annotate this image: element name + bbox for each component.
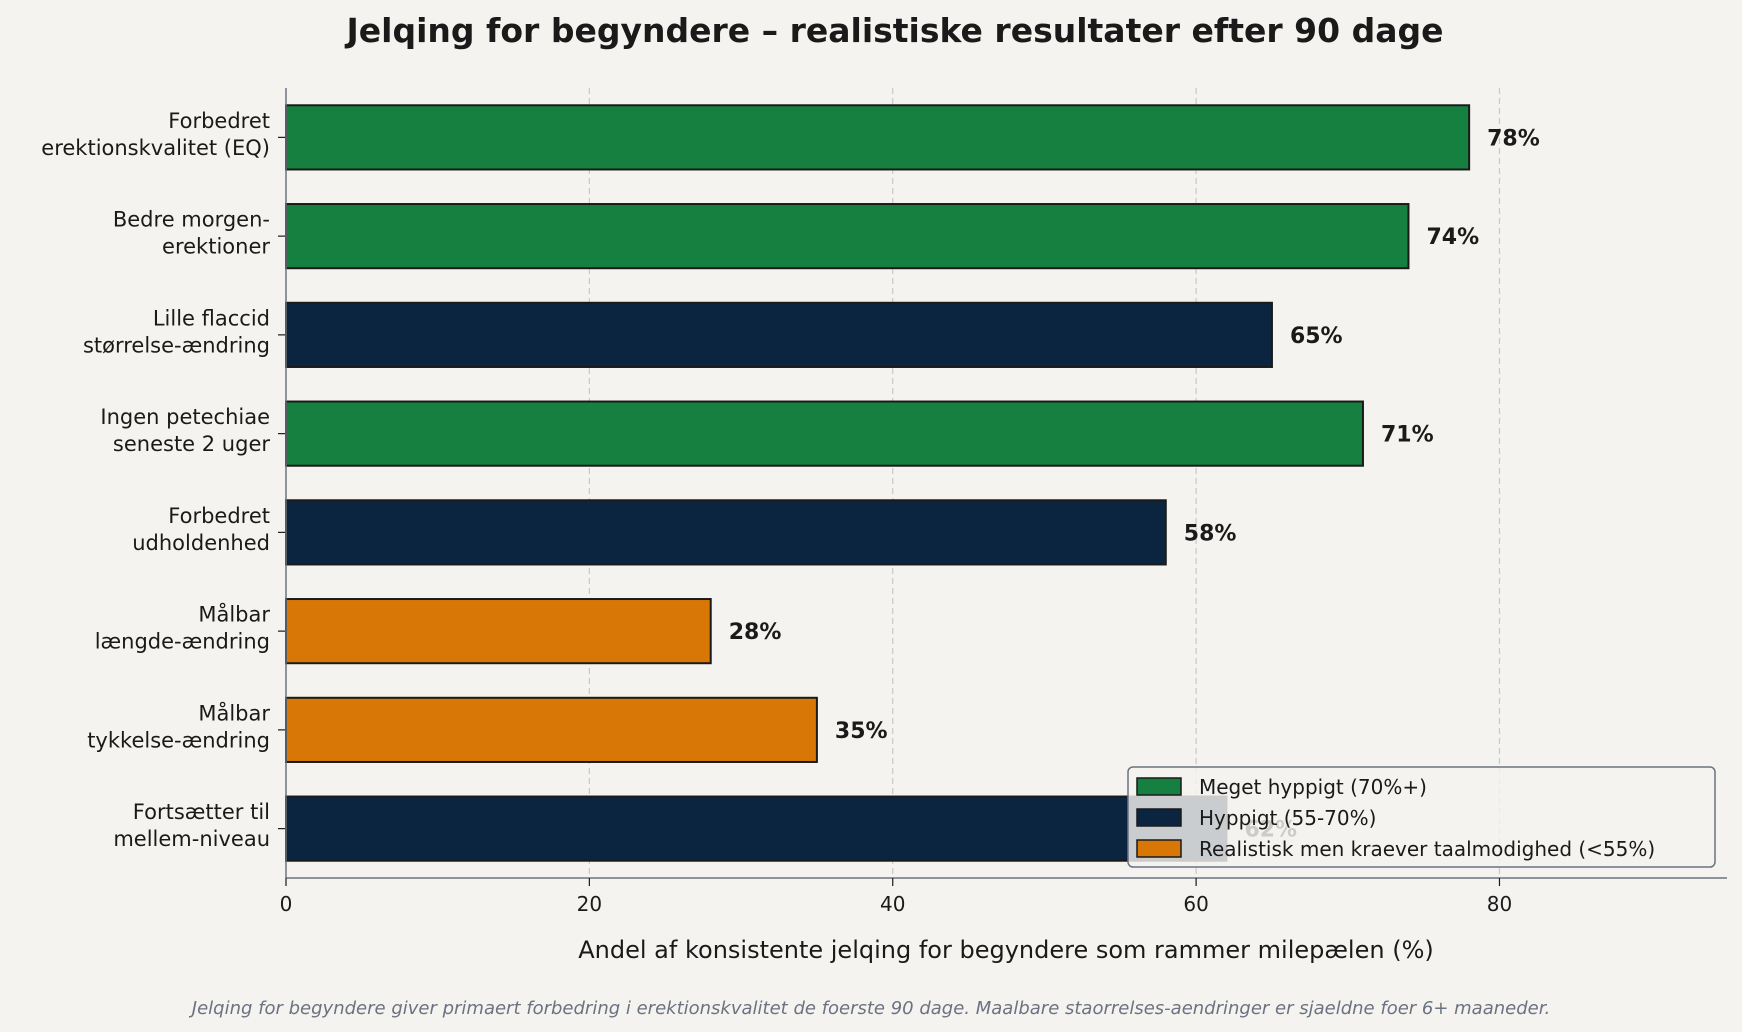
legend-label: Meget hyppigt (70%+) bbox=[1199, 775, 1427, 799]
chart-title: Jelqing for begyndere – realistiske resu… bbox=[345, 11, 1444, 50]
y-tick-label: Fortsætter til bbox=[133, 800, 270, 824]
y-tick-label: udholdenhed bbox=[132, 531, 270, 555]
value-label: 28% bbox=[729, 620, 782, 645]
caption: Jelqing for begyndere giver primaert for… bbox=[189, 998, 1550, 1019]
y-tick-label: erektionskvalitet (EQ) bbox=[41, 136, 270, 160]
legend-swatch bbox=[1136, 808, 1182, 827]
y-tick-label: Bedre morgen- bbox=[113, 208, 270, 232]
bar bbox=[285, 203, 1410, 270]
bar bbox=[285, 598, 712, 665]
y-tick-label: Forbedret bbox=[168, 504, 270, 528]
y-tick-label: Lille flaccid bbox=[153, 306, 270, 330]
legend-label: Realistisk men kraever taalmodighed (<55… bbox=[1199, 837, 1655, 861]
bar-layer bbox=[285, 104, 1471, 862]
bar bbox=[285, 499, 1167, 566]
x-tick-label: 60 bbox=[1183, 892, 1208, 916]
y-tick-label: seneste 2 uger bbox=[113, 432, 270, 456]
y-tick-label: størrelse-ændring bbox=[83, 333, 270, 357]
value-label: 58% bbox=[1184, 521, 1237, 546]
x-tick-label: 40 bbox=[880, 892, 905, 916]
value-label: 78% bbox=[1487, 126, 1540, 151]
y-tick-label: tykkelse-ændring bbox=[87, 728, 270, 752]
legend-swatch bbox=[1136, 777, 1182, 796]
y-tick-label: Ingen petechiae bbox=[100, 405, 270, 429]
value-label: 71% bbox=[1381, 423, 1434, 448]
bar bbox=[285, 400, 1364, 467]
bar bbox=[285, 301, 1273, 368]
legend: Meget hyppigt (70%+) Hyppigt (55-70%) Real… bbox=[1127, 766, 1716, 868]
y-tick-label: Målbar bbox=[198, 700, 270, 725]
y-tick-label: Målbar bbox=[198, 602, 270, 627]
legend-label: Hyppigt (55-70%) bbox=[1199, 806, 1376, 830]
y-tick-label: længde-ændring bbox=[95, 630, 270, 654]
y-tick-label: Forbedret bbox=[168, 109, 270, 133]
axis-layer bbox=[278, 88, 1727, 886]
legend-swatch bbox=[1136, 839, 1182, 858]
x-tick-label: 80 bbox=[1487, 892, 1512, 916]
value-label: 65% bbox=[1290, 324, 1343, 349]
x-axis-label: Andel af konsistente jelqing for begynde… bbox=[578, 936, 1433, 964]
value-label: 74% bbox=[1426, 225, 1479, 250]
y-tick-label: erektioner bbox=[162, 235, 270, 259]
bar bbox=[285, 795, 1228, 862]
y-tick-label: mellem-niveau bbox=[113, 827, 270, 851]
value-label: 35% bbox=[835, 719, 888, 744]
x-tick-label: 0 bbox=[280, 892, 293, 916]
bar bbox=[285, 104, 1471, 171]
legend-box bbox=[1127, 766, 1716, 868]
bar bbox=[285, 696, 818, 763]
x-tick-label: 20 bbox=[577, 892, 602, 916]
